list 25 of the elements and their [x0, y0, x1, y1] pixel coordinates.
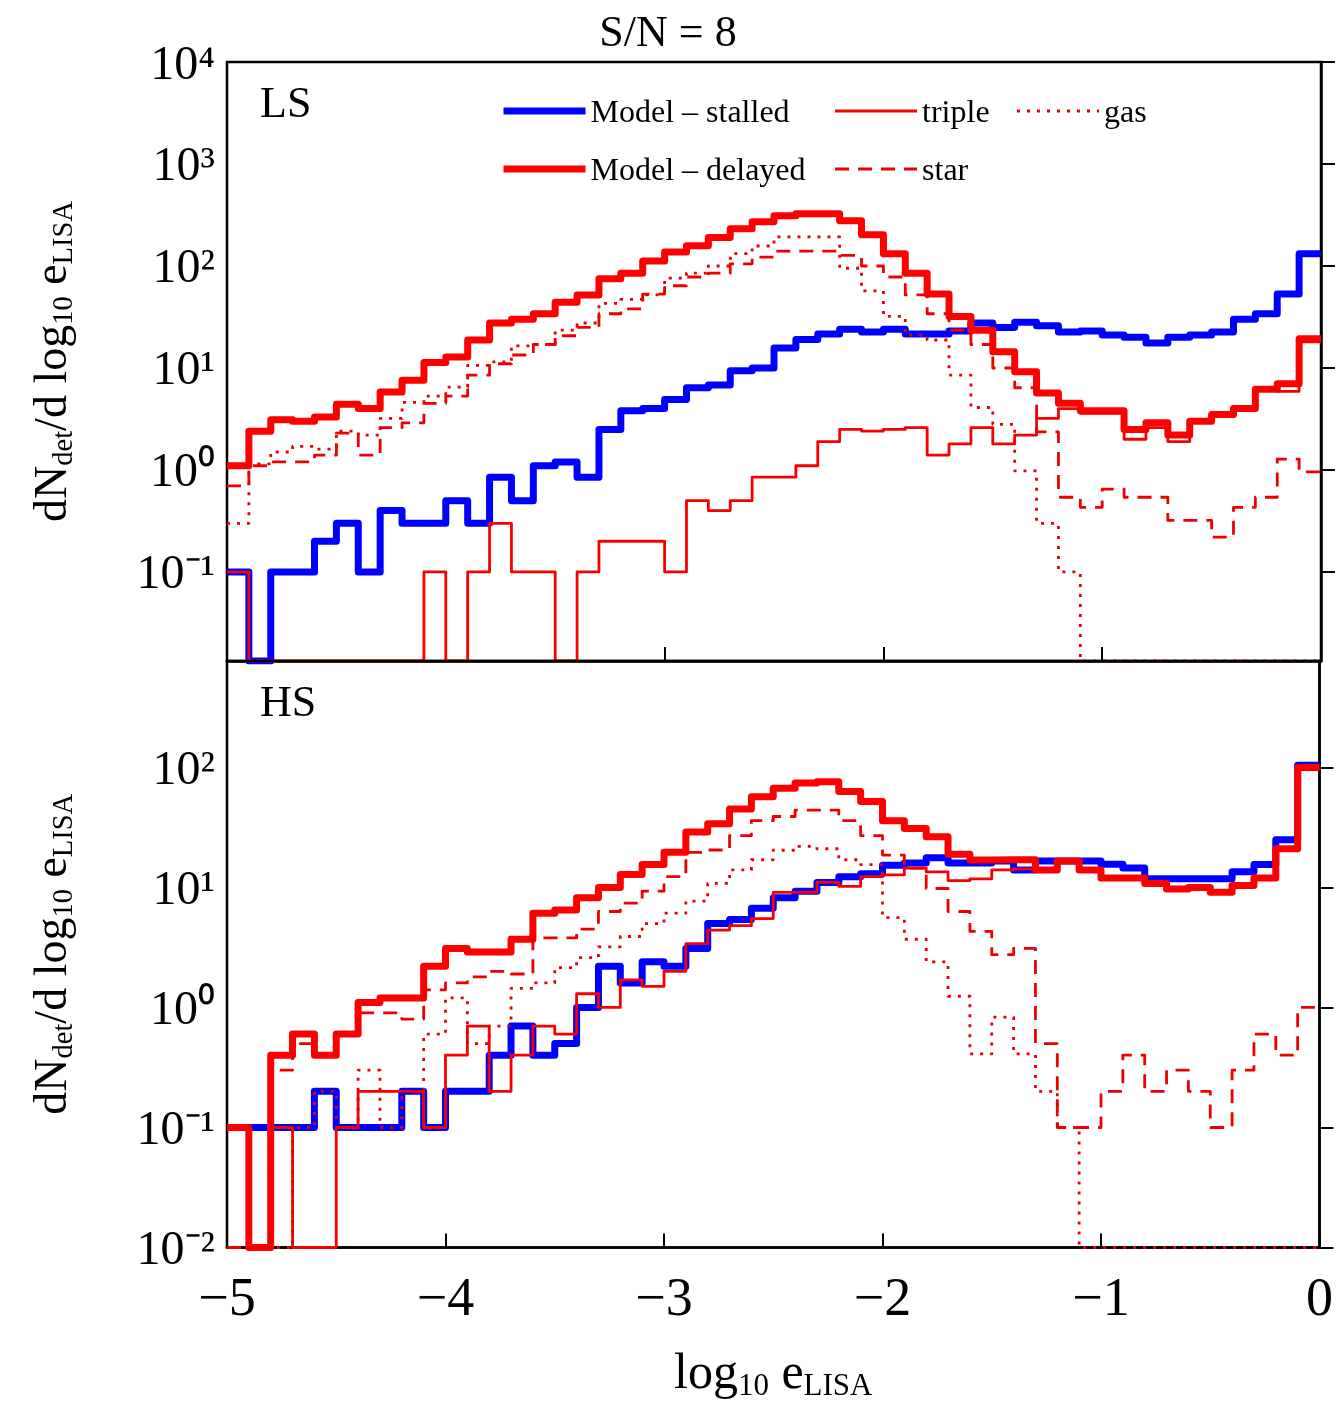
annotation: HS [260, 676, 317, 726]
x-tick-label: −1 [1072, 1266, 1130, 1327]
annotation: LS [260, 77, 312, 127]
y-tick-label: 10¹ [152, 341, 215, 395]
x-tick-label: 0 [1306, 1266, 1333, 1327]
x-tick-label: −2 [853, 1266, 912, 1327]
y-axis-title: dNdet/d log10 eLISA [25, 793, 78, 1115]
y-tick-label: 10³ [152, 137, 215, 191]
y-tick-label: 10¹ [152, 860, 215, 914]
y-tick-label: 10² [152, 740, 215, 794]
y-tick-label: 10⁰ [150, 980, 215, 1034]
y-tick-label: 10⁰ [150, 443, 215, 497]
legend-label: Model – delayed [590, 151, 806, 187]
chart-title: S/N = 8 [599, 6, 737, 56]
y-tick-label: 10⁻¹ [136, 545, 215, 599]
x-tick-label: −3 [635, 1266, 693, 1327]
y-tick-label: 10⁻¹ [136, 1100, 215, 1154]
y-tick-label: 10⁴ [150, 35, 215, 89]
y-tick-label: 10² [152, 239, 215, 293]
x-tick-label: −4 [416, 1266, 475, 1327]
y-axis-title: dNdet/d log10 eLISA [25, 200, 78, 522]
legend-label: gas [1103, 93, 1147, 129]
legend-label: triple [922, 93, 990, 129]
legend-label: star [922, 151, 969, 187]
legend-label: Model – stalled [590, 93, 790, 129]
